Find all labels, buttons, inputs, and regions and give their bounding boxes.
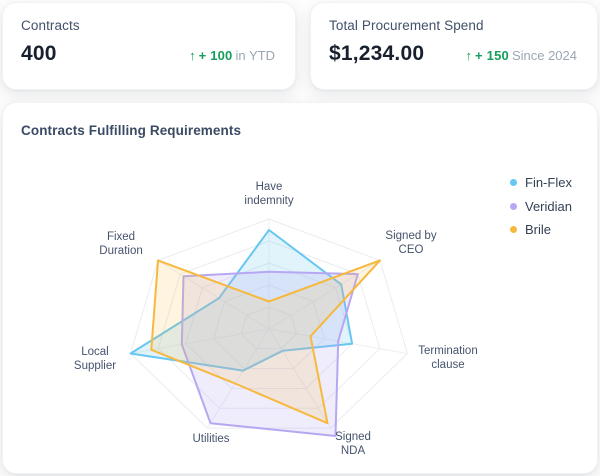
axis-label-signed-nda: Signed NDA [335,431,371,457]
trend-up-icon: ↑ [189,48,196,63]
legend-dot-veridian [510,202,517,210]
kpi-row: Contracts 400 ↑ + 100 in YTD Total Procure… [2,2,598,90]
axis-label-have-indemnity: Have indemnity [244,181,294,207]
radar-plot [129,218,408,437]
contracts-delta-suffix: in YTD [235,48,276,63]
contracts-delta-value: + 100 [198,48,233,63]
procurement-card-value-row: $1,234.00 ↑ + 150 Since 2024 [329,42,577,66]
radar-chart: Have indemnity Signed by CEO Termination… [3,103,597,473]
legend-label-veridian: Veridian [525,198,572,214]
chart-legend: Fin-Flex Veridian Brile [510,171,572,242]
requirements-radar-card: Contracts Fulfilling Requirements Have i… [2,102,598,474]
legend-label-fin-flex: Fin-Flex [525,175,572,191]
procurement-spend-card: Total Procurement Spend $1,234.00 ↑ + 150… [310,2,598,90]
procurement-delta-suffix: Since 2024 [511,48,577,63]
axis-label-fixed-duration: Fixed Duration [99,231,143,257]
legend-dot-brile [510,226,517,234]
legend-item-fin-flex[interactable]: Fin-Flex [510,171,572,195]
procurement-card-delta: ↑ + 150 Since 2024 [466,48,577,63]
axis-label-utilities: Utilities [192,433,230,445]
contracts-card: Contracts 400 ↑ + 100 in YTD [2,2,296,90]
axis-label-local-supplier: Local Supplier [73,346,117,372]
procurement-delta-value: + 150 [475,48,509,63]
axis-label-termination-clause: Termination clause [418,345,478,371]
contracts-card-value: 400 [21,42,57,65]
axis-label-signed-by-ceo: Signed by CEO [385,230,437,256]
legend-dot-fin-flex [510,179,517,187]
legend-label-brile: Brile [525,222,552,238]
trend-up-icon: ↑ [465,48,473,63]
contracts-card-value-row: 400 ↑ + 100 in YTD [21,42,275,66]
legend-item-brile[interactable]: Brile [510,218,572,242]
legend-item-veridian[interactable]: Veridian [510,195,572,219]
procurement-card-label: Total Procurement Spend [329,18,484,33]
chart-title: Contracts Fulfilling Requirements [21,123,242,138]
procurement-card-value: $1,234.00 [329,42,425,65]
contracts-card-delta: ↑ + 100 in YTD [189,48,275,63]
contracts-card-label: Contracts [21,18,80,33]
